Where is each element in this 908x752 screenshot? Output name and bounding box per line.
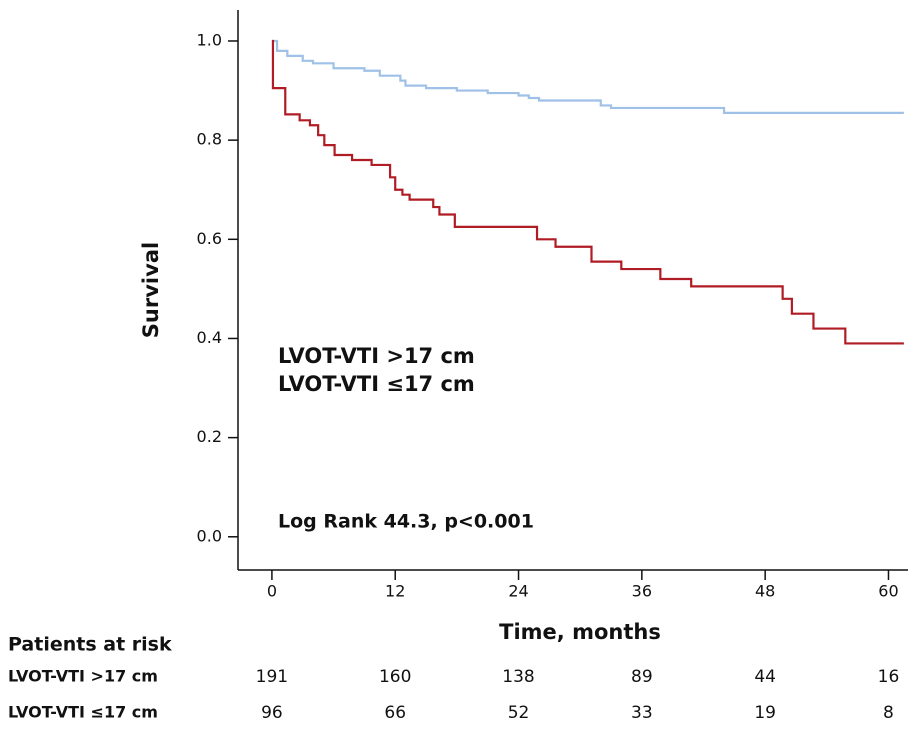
- risk-count: 96: [261, 703, 283, 723]
- risk-count: 52: [508, 703, 530, 723]
- risk-table-title: Patients at risk: [8, 634, 172, 656]
- x-axis-label: Time, months: [499, 620, 661, 644]
- y-tick-label: 0.0: [197, 526, 222, 545]
- legend-entry: LVOT-VTI >17 cm: [278, 344, 475, 368]
- risk-row-label: LVOT-VTI >17 cm: [8, 667, 158, 686]
- risk-count: 160: [379, 667, 411, 687]
- risk-count: 16: [878, 667, 900, 687]
- x-tick-label: 48: [755, 582, 775, 601]
- risk-row-label: LVOT-VTI ≤17 cm: [8, 703, 158, 722]
- y-tick-label: 0.2: [197, 427, 222, 446]
- x-tick-label: 24: [508, 582, 528, 601]
- risk-count: 66: [384, 703, 406, 723]
- x-tick-label: 12: [385, 582, 405, 601]
- annotation: Log Rank 44.3, p<0.001: [278, 511, 534, 533]
- risk-count: 89: [631, 667, 653, 687]
- risk-count: 8: [883, 703, 894, 723]
- x-tick-label: 36: [632, 582, 652, 601]
- survival-line: [271, 39, 904, 345]
- risk-count: 33: [631, 703, 653, 723]
- y-axis-label: Survival: [139, 242, 163, 338]
- y-tick-label: 1.0: [197, 30, 222, 49]
- y-tick-label: 0.8: [197, 130, 222, 149]
- risk-count: 191: [256, 667, 288, 687]
- x-tick-label: 60: [878, 582, 898, 601]
- risk-count: 19: [754, 703, 776, 723]
- y-tick-label: 0.6: [197, 229, 222, 248]
- y-tick-label: 0.4: [197, 328, 222, 347]
- survival-line: [271, 39, 904, 114]
- risk-count: 44: [754, 667, 776, 687]
- legend-entry: LVOT-VTI ≤17 cm: [278, 372, 475, 396]
- risk-count: 138: [502, 667, 534, 687]
- x-tick-label: 0: [267, 582, 277, 601]
